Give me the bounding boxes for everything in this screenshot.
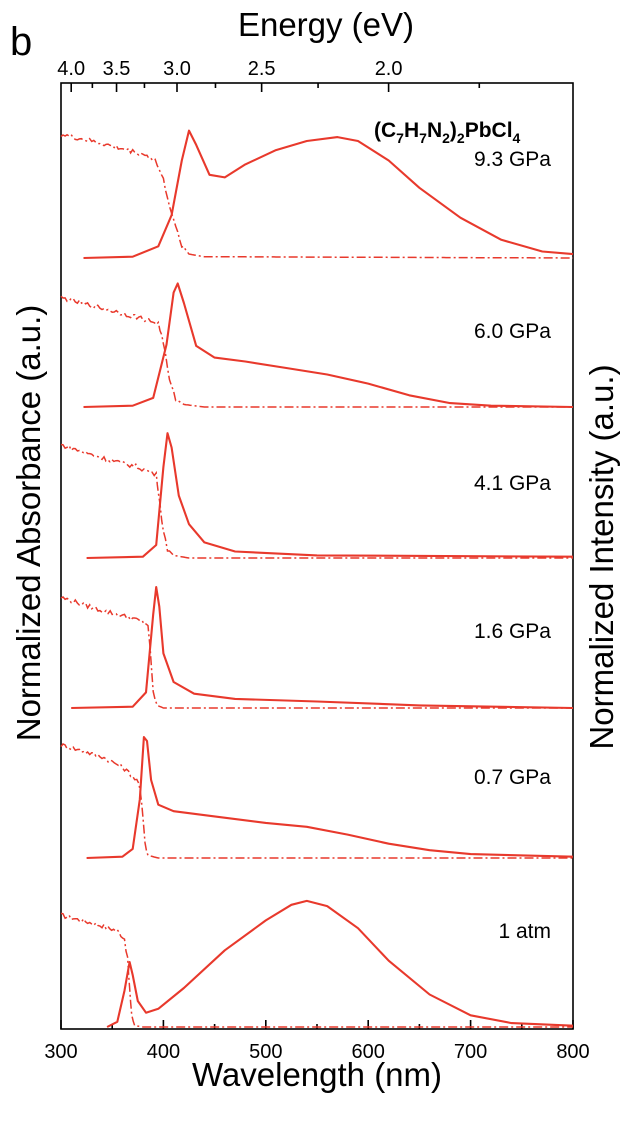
x-tick-label: 300: [44, 1041, 77, 1063]
pl-curve: [106, 899, 574, 1028]
absorbance-curve: [60, 596, 573, 709]
x-axis-title: Wavelength (nm): [192, 1056, 442, 1093]
pressure-label: 9.3 GPa: [474, 148, 551, 171]
compound-formula: (C7H7N2)2PbCl4: [374, 119, 521, 146]
pressure-label: 4.1 GPa: [474, 472, 551, 495]
y-axis-title-left: Normalized Absorbance (a.u.): [10, 305, 47, 742]
pressure-label: 0.7 GPa: [474, 766, 551, 789]
x-tick-label: 600: [352, 1041, 385, 1063]
pressure-labels: 1 atm 0.7 GPa 1.6 GPa 4.1 GPa 6.0 GPa 9.3 GPa: [474, 148, 551, 943]
x-tick-label: 800: [556, 1041, 589, 1063]
x-tick-label: 400: [147, 1041, 180, 1063]
absorbance-curve: [60, 443, 573, 559]
pl-curves: [71, 129, 574, 1028]
top-tick-label: 3.0: [163, 58, 191, 80]
pl-curve: [83, 282, 574, 409]
top-axis: 4.0 3.5 3.0 2.5 2.0: [57, 58, 481, 92]
pressure-label: 1.6 GPa: [474, 620, 551, 643]
panel-letter: b: [10, 20, 32, 64]
absorbance-curve: [60, 912, 573, 1028]
pl-curve: [86, 432, 574, 560]
top-tick-label: 2.0: [375, 58, 403, 80]
absorbance-curve: [60, 295, 573, 408]
top-tick-label: 4.0: [57, 58, 85, 80]
x-tick-label: 700: [454, 1041, 487, 1063]
x-tick-label: 500: [249, 1041, 282, 1063]
pl-curve: [86, 736, 574, 860]
bottom-axis: 300 400 500 600 700 800: [44, 1020, 590, 1063]
pressure-label: 6.0 GPa: [474, 320, 551, 343]
absorbance-curve: [60, 133, 573, 259]
absorbance-curve: [60, 743, 573, 859]
pl-curve: [71, 586, 574, 710]
top-axis-title: Energy (eV): [238, 6, 414, 43]
pl-curve: [83, 129, 574, 260]
top-tick-label: 2.5: [248, 58, 276, 80]
top-tick-label: 3.5: [103, 58, 131, 80]
absorbance-curves: [60, 133, 573, 1028]
pressure-label: 1 atm: [498, 920, 551, 943]
y-axis-title-right: Normalized Intensity (a.u.): [583, 364, 620, 749]
